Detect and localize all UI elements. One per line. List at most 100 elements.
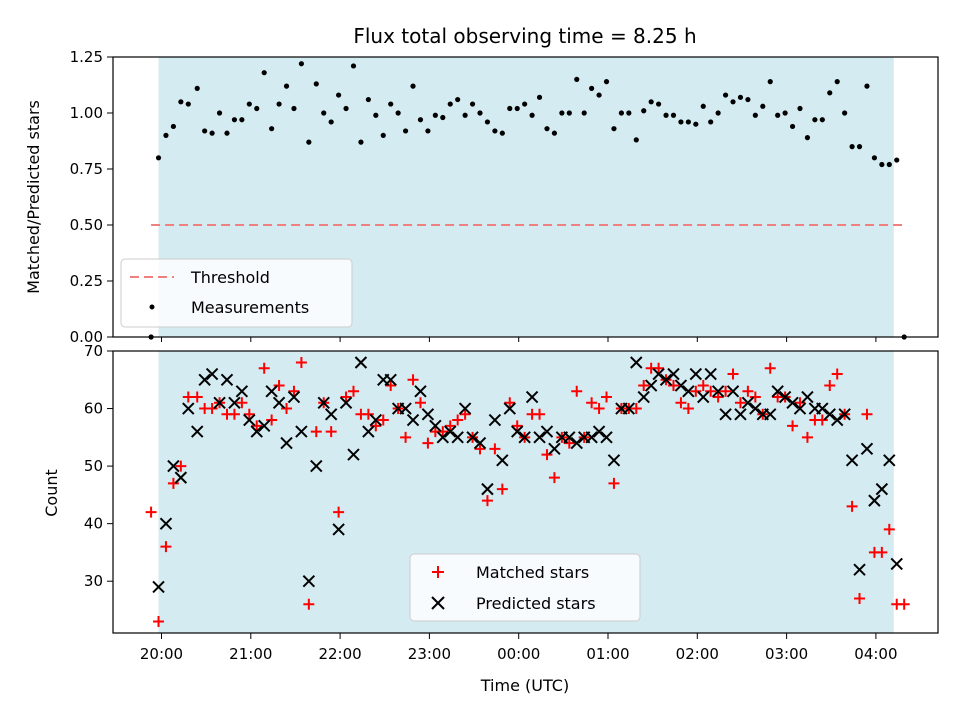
x-tick-label: 23:00: [408, 645, 451, 663]
x-tick-label: 21:00: [229, 645, 272, 663]
predicted-star-point: [347, 448, 360, 461]
predicted-star-point: [890, 557, 903, 571]
measurement-point: [254, 105, 260, 112]
matched-star-point: [370, 420, 382, 432]
predicted-star-point: [167, 459, 180, 473]
measurement-point: [894, 157, 900, 163]
measurement-point: [693, 121, 699, 127]
predicted-star-point: [793, 402, 807, 415]
matched-star-point: [340, 391, 352, 403]
matched-star-point: [787, 420, 799, 432]
predicted-star-point: [637, 390, 650, 404]
matched-star-point: [243, 408, 255, 420]
predicted-star-point: [771, 385, 784, 398]
predicted-star-point: [816, 402, 829, 415]
measurement-point: [194, 85, 200, 91]
measurement-point: [849, 144, 855, 150]
predicted-star-point: [250, 425, 263, 438]
matched-star-point: [883, 523, 895, 535]
measurement-point: [202, 128, 208, 134]
matched-star-point: [675, 397, 687, 409]
predicted-star-point: [220, 373, 234, 386]
measurement-point: [641, 108, 647, 114]
measurement-point: [402, 128, 409, 134]
matched-star-point: [586, 397, 598, 409]
predicted-star-point: [585, 431, 598, 444]
matched-star-point: [720, 385, 732, 397]
bottom-legend: Matched stars Predicted stars: [409, 553, 641, 622]
measurement-point: [209, 130, 215, 136]
measurement-point: [529, 112, 535, 118]
predicted-star-point: [458, 402, 472, 415]
measurement-point: [432, 112, 438, 118]
predicted-star-point: [235, 385, 249, 398]
matched-star-point: [377, 414, 389, 426]
matched-star-point: [153, 615, 165, 627]
matched-star-point: [749, 391, 761, 403]
matched-star-point: [273, 380, 285, 392]
top-y-tick-label: 0.00: [70, 328, 103, 346]
matched-star-point: [876, 546, 888, 558]
matched-star-point: [690, 385, 702, 397]
x-tick-label: 03:00: [765, 645, 808, 663]
matched-star-point: [145, 506, 157, 518]
predicted-star-point: [369, 413, 383, 427]
matched-star-point: [167, 477, 179, 489]
measurement-point: [365, 96, 371, 103]
measurement-point: [447, 101, 453, 107]
predicted-star-point: [644, 379, 658, 392]
predicted-star-point: [310, 459, 323, 473]
matched-star-point: [489, 443, 501, 455]
predicted-star-point: [674, 379, 688, 392]
measurement-point: [231, 117, 238, 123]
x-tick-label: 22:00: [318, 645, 361, 663]
predicted-star-point: [704, 367, 717, 381]
matched-star-point: [824, 380, 836, 392]
predicted-star-point: [354, 356, 368, 369]
bottom-y-tick-label: 30: [84, 572, 103, 590]
predicted-star-point: [533, 431, 546, 444]
measurement-point: [350, 63, 357, 69]
measurement-point: [536, 94, 543, 100]
matched-star-point: [414, 397, 426, 409]
matched-star-point: [251, 420, 263, 432]
measurement-point: [708, 119, 714, 125]
predicted-star-point: [764, 408, 777, 421]
predicted-star-point: [525, 390, 539, 404]
matched-star-point: [437, 426, 449, 438]
measurement-point: [715, 110, 721, 116]
x-tick-label: 01:00: [586, 645, 629, 663]
measurement-point: [663, 112, 669, 118]
measurement-point: [163, 132, 169, 138]
predicted-star-point: [518, 431, 531, 444]
measurement-point: [871, 155, 878, 161]
matched-star-point: [175, 460, 187, 472]
measurement-point: [797, 105, 803, 112]
measurement-point: [589, 85, 595, 91]
predicted-star-point: [481, 482, 494, 496]
predicted-star-point: [592, 425, 606, 438]
predicted-star-point: [600, 431, 613, 444]
measurement-point: [155, 155, 162, 161]
top-y-tick-label: 0.75: [70, 160, 103, 178]
measurement-point: [886, 161, 892, 168]
matched-star-point: [474, 443, 486, 455]
measurement-point: [328, 119, 334, 125]
matched-star-point: [638, 380, 650, 392]
predicted-star-point: [719, 408, 732, 421]
measurement-point: [745, 96, 751, 103]
predicted-star-point: [711, 385, 725, 398]
matched-star-point: [481, 495, 493, 507]
measurement-point: [185, 101, 191, 107]
bottom-y-tick-label: 70: [84, 342, 103, 360]
matched-star-point: [541, 449, 553, 461]
measurement-point: [864, 83, 870, 89]
measurement-point: [462, 112, 468, 118]
predicted-star-point: [213, 396, 226, 410]
matched-star-point: [266, 414, 278, 426]
predicted-star-point: [607, 454, 621, 467]
predicted-star-point: [682, 385, 695, 398]
matched-star-point: [697, 380, 709, 392]
predicted-star-point: [652, 367, 665, 381]
predicted-star-point: [503, 402, 516, 415]
